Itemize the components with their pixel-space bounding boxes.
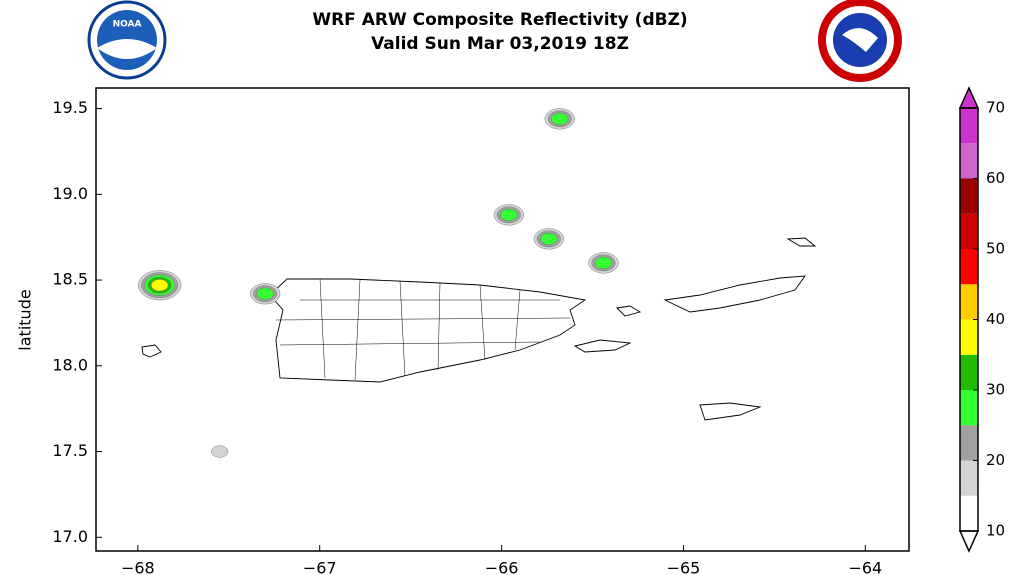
reflectivity-cell bbox=[138, 270, 182, 301]
reflectivity-cell bbox=[588, 252, 619, 274]
y-tick-label: 17.5 bbox=[52, 441, 88, 460]
colorbar-tick-label: 30 bbox=[986, 381, 1005, 399]
cell-contour bbox=[540, 232, 558, 245]
y-tick-label: 18.5 bbox=[52, 270, 88, 289]
colorbar-tick-label: 20 bbox=[986, 451, 1005, 469]
cell-mark bbox=[211, 445, 229, 458]
x-tick-label: −64 bbox=[848, 559, 882, 575]
map-area bbox=[96, 88, 909, 551]
reflectivity-cell bbox=[493, 204, 525, 226]
colorbar-max-arrow bbox=[958, 86, 980, 109]
x-tick-label: −67 bbox=[303, 559, 337, 575]
mona-island bbox=[141, 344, 162, 358]
x-tick-label: −68 bbox=[121, 559, 155, 575]
colorbar-segment bbox=[960, 249, 978, 285]
vieques bbox=[573, 339, 632, 353]
colorbar-segment bbox=[960, 390, 978, 426]
y-tick-label: 19.5 bbox=[52, 98, 88, 117]
culebra bbox=[616, 305, 642, 317]
y-tick-label: 17.0 bbox=[52, 527, 88, 546]
noaa-logo: NOAA bbox=[87, 0, 167, 80]
reflectivity-cell bbox=[249, 283, 281, 305]
municipal-borders bbox=[275, 278, 571, 381]
cell-contour bbox=[551, 112, 569, 125]
colorbar-segment bbox=[960, 284, 978, 320]
colorbar-tick-label: 50 bbox=[986, 240, 1005, 258]
colorbar-tick-label: 70 bbox=[986, 99, 1005, 117]
colorbar-segment bbox=[960, 425, 978, 461]
y-tick-label: 18.0 bbox=[52, 355, 88, 374]
cell-contour bbox=[151, 279, 169, 292]
colorbar-segment bbox=[960, 213, 978, 249]
colorbar-segment bbox=[960, 354, 978, 390]
y-axis-label: latitude bbox=[16, 289, 35, 350]
plot-frame bbox=[95, 87, 910, 552]
virgin-islands bbox=[663, 275, 806, 313]
nws-logo bbox=[818, 0, 902, 82]
colorbar-segment bbox=[960, 178, 978, 214]
colorbar-tick-label: 10 bbox=[986, 522, 1005, 540]
chart-subtitle: Valid Sun Mar 03,2019 18Z bbox=[371, 34, 629, 54]
x-tick-label: −65 bbox=[667, 559, 701, 575]
cell-contour bbox=[256, 287, 274, 300]
colorbar-segment bbox=[960, 319, 978, 355]
reflectivity-cell bbox=[533, 228, 565, 250]
chart-title: WRF ARW Composite Reflectivity (dBZ) bbox=[312, 10, 687, 30]
y-tick-label: 19.0 bbox=[52, 184, 88, 203]
reflectivity-cell bbox=[544, 108, 575, 130]
x-tick-label: −66 bbox=[485, 559, 519, 575]
colorbar-segment bbox=[960, 143, 978, 179]
colorbar-tick-label: 60 bbox=[986, 169, 1005, 187]
colorbar-segment bbox=[960, 460, 978, 496]
colorbar-min-arrow bbox=[958, 530, 980, 553]
reflectivity-cell bbox=[211, 445, 229, 458]
colorbar-segment bbox=[960, 108, 978, 144]
st-croix bbox=[699, 402, 762, 421]
anegada bbox=[786, 237, 817, 247]
logo-text: NOAA bbox=[113, 20, 142, 30]
cell-contour bbox=[500, 208, 518, 221]
colorbar-tick-label: 40 bbox=[986, 310, 1005, 328]
colorbar-segment bbox=[960, 495, 978, 531]
cell-contour bbox=[594, 256, 613, 269]
